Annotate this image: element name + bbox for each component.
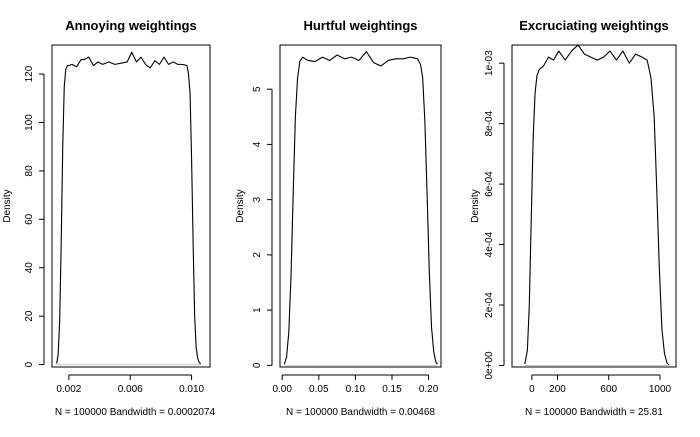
panel-1: Annoying weightings 0.002 0.006 0.010 0 20 40 6… (2, 18, 216, 418)
density-curve (56, 51, 202, 365)
y-axis: 0 20 40 60 80 100 120 (24, 65, 45, 367)
x-tick-label: 0.10 (346, 384, 366, 395)
x-tick-label: 0.006 (118, 384, 143, 395)
y-tick-label: 2 (252, 252, 263, 258)
x-tick-label: 0.010 (179, 384, 204, 395)
x-axis: 0 200 600 1000 (529, 374, 672, 395)
y-tick-label: 120 (24, 65, 35, 82)
y-tick-label: 5 (252, 86, 263, 92)
x-tick-label: 0.002 (56, 384, 81, 395)
y-tick-label: 0 (24, 361, 35, 367)
x-axis: 0.00 0.05 0.10 0.15 0.20 (272, 374, 439, 395)
chart-title: Annoying weightings (65, 18, 196, 33)
plot-frame (511, 44, 677, 368)
y-tick-label: 4e-04 (484, 231, 495, 257)
x-tick-label: 600 (600, 384, 617, 395)
x-tick-label: 0.05 (309, 384, 329, 395)
y-axis: 0 1 2 3 4 5 (252, 86, 273, 368)
y-axis: 0e+00 2e-04 4e-04 6e-04 8e-04 1e-03 (484, 50, 505, 380)
y-tick-label: 20 (24, 310, 35, 322)
y-tick-label: 2e-04 (484, 292, 495, 318)
y-tick-label: 100 (24, 114, 35, 131)
y-tick-label: 0 (252, 362, 263, 368)
x-tick-label: 1000 (649, 384, 672, 395)
y-tick-label: 8e-04 (484, 110, 495, 136)
x-axis: 0.002 0.006 0.010 (56, 374, 205, 395)
x-axis-label: N = 100000 Bandwidth = 0.00468 (286, 407, 435, 418)
y-tick-label: 0e+00 (484, 351, 495, 380)
panel-3: Excruciating weightings 0 200 600 1000 0e+00 2… (470, 18, 677, 418)
y-axis-label: Density (470, 189, 481, 222)
chart-title: Excruciating weightings (519, 18, 669, 33)
chart-title: Hurtful weightings (303, 18, 417, 33)
x-tick-label: 0.00 (272, 384, 292, 395)
y-tick-label: 1e-03 (484, 50, 495, 76)
y-tick-label: 80 (24, 165, 35, 177)
y-tick-label: 1 (252, 307, 263, 313)
y-tick-label: 6e-04 (484, 171, 495, 197)
x-tick-label: 200 (549, 384, 566, 395)
density-curve (283, 51, 438, 365)
x-axis-label: N = 100000 Bandwidth = 0.0002074 (55, 407, 216, 418)
y-axis-label: Density (235, 189, 246, 222)
plot-frame (279, 44, 442, 368)
panel-2: Hurtful weightings 0.00 0.05 0.10 0.15 0.20 0 1… (235, 18, 442, 418)
y-tick-label: 4 (252, 141, 263, 147)
x-tick-label: 0 (529, 384, 535, 395)
y-tick-label: 40 (24, 262, 35, 274)
y-tick-label: 60 (24, 213, 35, 225)
x-tick-label: 0.20 (419, 384, 439, 395)
density-curve (524, 44, 670, 366)
y-tick-label: 3 (252, 196, 263, 202)
x-axis-label: N = 100000 Bandwidth = 25.81 (525, 407, 663, 418)
plot-frame (51, 44, 211, 368)
x-tick-label: 0.15 (382, 384, 402, 395)
y-axis-label: Density (2, 189, 13, 222)
